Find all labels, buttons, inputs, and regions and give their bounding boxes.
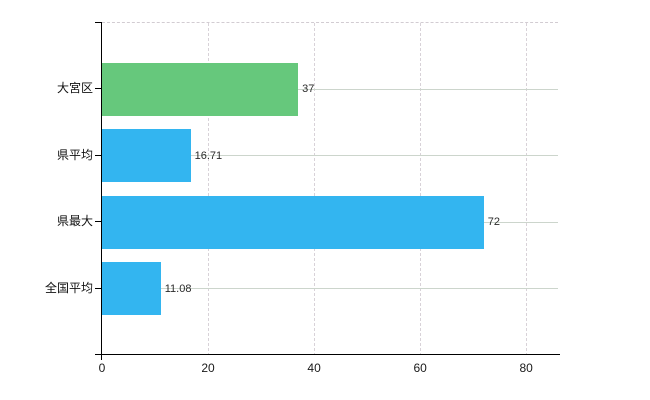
bar-3[interactable]	[102, 262, 161, 316]
x-tick-label-0: 0	[98, 361, 106, 375]
vertical-gridline-80	[525, 23, 527, 354]
category-label-3: 全国平均	[44, 280, 93, 295]
value-label-3: 11.08	[164, 282, 192, 295]
y-tick-2	[95, 221, 102, 223]
plot-area: 37 16.71 72 11.08	[102, 22, 558, 354]
category-label-2: 県最大	[56, 214, 93, 229]
value-label-2: 72	[487, 216, 501, 229]
horizontal-gridline-3	[102, 288, 558, 290]
horizontal-gridline-1	[102, 155, 558, 157]
y-tick-1	[95, 154, 102, 156]
bar-1[interactable]	[102, 129, 191, 183]
x-tick-label-40: 40	[307, 361, 321, 375]
bar-2[interactable]	[102, 195, 484, 249]
y-axis-top-tick	[95, 22, 102, 23]
y-axis-line	[101, 22, 102, 360]
vertical-gridline-40	[313, 23, 315, 354]
x-tick-label-20: 20	[201, 361, 215, 375]
bar-0[interactable]	[102, 62, 299, 116]
vertical-gridline-60	[419, 23, 421, 354]
value-label-1: 16.71	[194, 149, 223, 162]
x-axis-line	[95, 354, 560, 355]
vertical-gridline-20	[207, 23, 209, 354]
category-label-0: 大宮区	[56, 81, 93, 96]
category-label-1: 県平均	[56, 147, 93, 162]
x-tick-label-80: 80	[519, 361, 533, 375]
y-tick-0	[95, 88, 102, 90]
value-label-0: 37	[302, 83, 315, 96]
x-tick-label-60: 60	[413, 361, 427, 375]
horizontal-gridline-0	[102, 88, 558, 90]
y-tick-3	[95, 287, 102, 289]
